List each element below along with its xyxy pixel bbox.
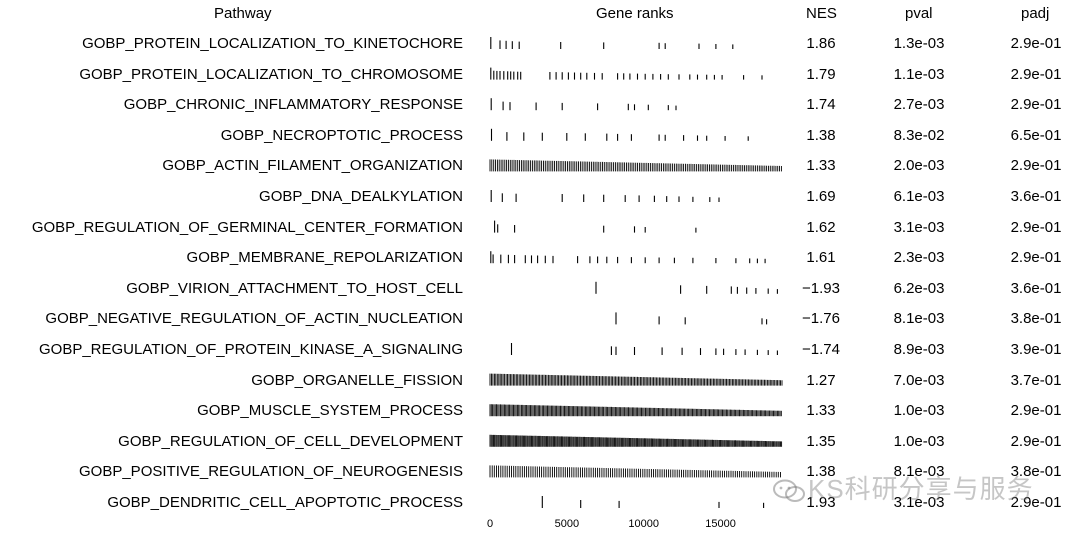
x-tick-label: 5000: [554, 518, 580, 530]
pathway-label: GOBP_DENDRITIC_CELL_APOPTOTIC_PROCESS: [107, 494, 463, 511]
padj-value: 2.9e-01: [1010, 65, 1062, 83]
padj-value: 3.9e-01: [1010, 341, 1062, 358]
pathway-label: GOBP_REGULATION_OF_GERMINAL_CENTER_FORMA…: [31, 218, 463, 236]
padj-value: 3.7e-01: [1010, 371, 1062, 389]
nes-value: 1.27: [806, 371, 836, 389]
nes-value: 1.61: [806, 249, 836, 267]
pval-value: 1.1e-03: [893, 65, 945, 83]
pval-value: 6.2e-03: [893, 279, 945, 297]
padj-value: 3.6e-01: [1010, 279, 1062, 297]
pathway-label: GOBP_ACTIN_FILAMENT_ORGANIZATION: [162, 157, 463, 175]
x-tick-label: 10000: [628, 518, 659, 530]
header-pval: pval: [905, 5, 933, 22]
pval-value: 8.1e-03: [893, 463, 945, 481]
x-tick-label: 15000: [705, 518, 736, 530]
nes-value: −1.93: [802, 279, 840, 297]
pval-value: 1.0e-03: [893, 432, 945, 450]
nes-value: 1.33: [806, 402, 836, 420]
nes-value: 1.79: [806, 65, 836, 83]
pathway-label: GOBP_MUSCLE_SYSTEM_PROCESS: [197, 402, 463, 420]
padj-value: 3.8e-01: [1010, 463, 1062, 481]
pathway-label: GOBP_NECROPTOTIC_PROCESS: [220, 126, 463, 144]
pathway-label: GOBP_PROTEIN_LOCALIZATION_TO_KINETOCHORE: [82, 35, 463, 52]
pval-value: 2.0e-03: [893, 157, 945, 175]
pathway-label: GOBP_NEGATIVE_REGULATION_OF_ACTIN_NUCLEA…: [45, 310, 463, 328]
pval-value: 8.9e-03: [893, 341, 945, 358]
pathway-label: GOBP_DNA_DEALKYLATION: [259, 188, 463, 205]
nes-value: 1.93: [806, 494, 836, 511]
watermark: KS科研分享与服务: [772, 474, 1034, 504]
padj-value: 2.9e-01: [1010, 35, 1062, 52]
pathway-label: GOBP_MEMBRANE_REPOLARIZATION: [186, 249, 463, 267]
pval-value: 2.3e-03: [893, 249, 945, 267]
watermark-text: KS科研分享与服务: [808, 474, 1034, 504]
pval-value: 3.1e-03: [893, 218, 945, 236]
pval-value: 3.1e-03: [893, 494, 945, 511]
padj-value: 2.9e-01: [1010, 402, 1062, 420]
padj-value: 2.9e-01: [1010, 432, 1062, 450]
pathway-label: GOBP_VIRION_ATTACHMENT_TO_HOST_CELL: [126, 279, 463, 297]
padj-value: 2.9e-01: [1010, 157, 1062, 175]
padj-value: 3.6e-01: [1010, 188, 1062, 205]
pval-value: 8.3e-02: [893, 126, 945, 144]
pathway-label: GOBP_REGULATION_OF_CELL_DEVELOPMENT: [118, 432, 463, 450]
nes-value: 1.38: [806, 126, 836, 144]
pval-value: 6.1e-03: [893, 188, 945, 205]
nes-value: 1.35: [806, 432, 836, 450]
padj-value: 2.9e-01: [1010, 249, 1062, 267]
pval-value: 1.0e-03: [893, 402, 945, 420]
nes-value: 1.62: [806, 218, 836, 236]
nes-value: 1.33: [806, 157, 836, 175]
nes-value: −1.74: [802, 341, 840, 358]
pathway-label: GOBP_POSITIVE_REGULATION_OF_NEUROGENESIS: [79, 463, 463, 481]
x-tick-label: 0: [486, 518, 494, 530]
header-nes: NES: [806, 5, 837, 22]
padj-value: 6.5e-01: [1010, 126, 1062, 144]
nes-value: 1.38: [806, 463, 836, 481]
wechat-icon: [773, 479, 805, 503]
nes-value: 1.86: [806, 35, 836, 52]
header-padj: padj: [1021, 5, 1050, 22]
nes-value: 1.69: [806, 188, 836, 205]
nes-value: −1.76: [802, 310, 840, 328]
pval-value: 8.1e-03: [893, 310, 945, 328]
padj-value: 3.8e-01: [1010, 310, 1062, 328]
pval-value: 2.7e-03: [893, 96, 945, 114]
padj-value: 2.9e-01: [1010, 494, 1062, 511]
pathway-label: GOBP_ORGANELLE_FISSION: [251, 371, 463, 389]
pathway-label: GOBP_CHRONIC_INFLAMMATORY_RESPONSE: [123, 96, 463, 114]
pathway-label: GOBP_PROTEIN_LOCALIZATION_TO_CHROMOSOME: [79, 65, 463, 83]
pathway-label: GOBP_REGULATION_OF_PROTEIN_KINASE_A_SIGN…: [38, 341, 463, 358]
pval-value: 7.0e-03: [893, 371, 945, 389]
padj-value: 2.9e-01: [1010, 96, 1062, 114]
header-pathway: Pathway: [214, 5, 272, 22]
padj-value: 2.9e-01: [1010, 218, 1062, 236]
header-gene-ranks: Gene ranks: [596, 5, 674, 22]
pval-value: 1.3e-03: [893, 35, 945, 52]
nes-value: 1.74: [806, 96, 836, 114]
